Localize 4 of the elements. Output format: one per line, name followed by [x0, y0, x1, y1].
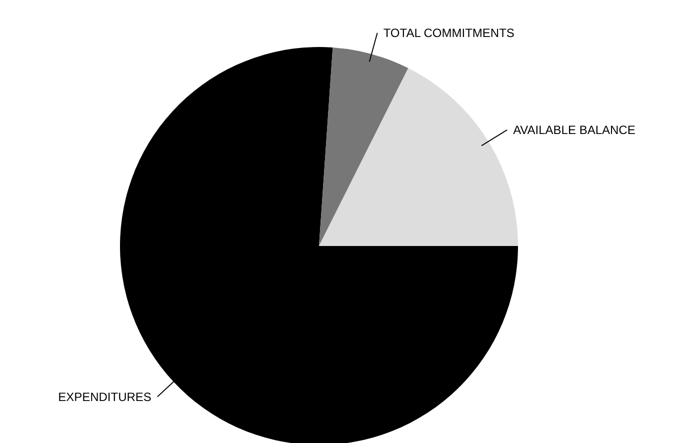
pie-slice	[319, 47, 408, 246]
slice-label: AVAILABLE BALANCE	[513, 122, 636, 137]
slice-label: TOTAL COMMITMENTS	[383, 26, 514, 40]
slice-label: EXPENDITURES	[58, 390, 152, 404]
